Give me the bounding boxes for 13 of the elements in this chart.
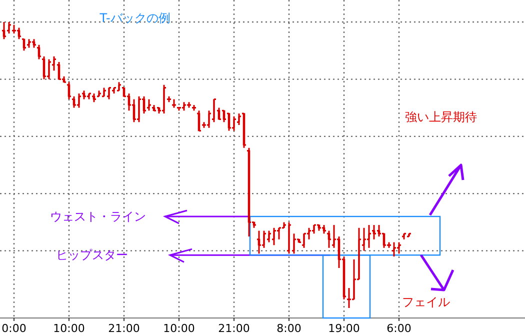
x-tick-label: 19:00 bbox=[328, 322, 360, 335]
x-tick-label: 6:00 bbox=[386, 322, 412, 335]
x-tick-label: 0:00 bbox=[2, 322, 26, 335]
x-tick-label: 21:00 bbox=[108, 322, 140, 335]
annotation: 強い上昇期待 bbox=[405, 110, 477, 124]
chart-title: T-バックの例 bbox=[98, 11, 170, 25]
x-tick-label: 10:00 bbox=[53, 322, 85, 335]
annotation: フェイル bbox=[402, 295, 450, 309]
x-tick-label: 10:00 bbox=[163, 322, 195, 335]
x-tick-label: 21:00 bbox=[218, 322, 250, 335]
ref-line-label: ウェスト・ライン bbox=[50, 209, 146, 224]
ref-line-label: ヒップスター bbox=[56, 248, 128, 262]
x-tick-label: 8:00 bbox=[276, 322, 302, 335]
